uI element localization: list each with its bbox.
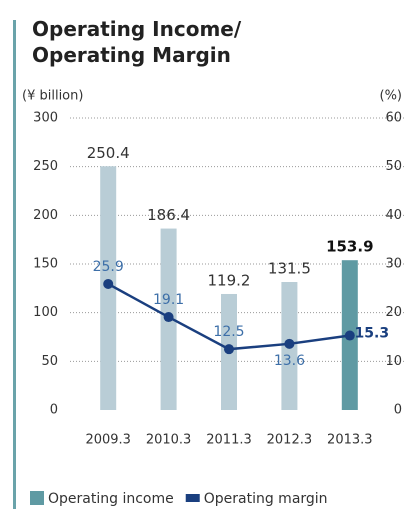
legend-swatch — [185, 494, 200, 502]
x-tick-label: 2010.3 — [146, 433, 192, 448]
legend-swatch — [30, 491, 44, 505]
line-marker — [284, 338, 295, 349]
x-tick-label: 2011.3 — [206, 433, 252, 448]
y2-tick-label: 0 — [394, 403, 402, 418]
y-tick-label: 200 — [33, 208, 58, 223]
y2-tick-label: 30 — [385, 257, 402, 272]
line-marker — [163, 312, 174, 323]
line-marker — [344, 330, 355, 341]
y2-axis-label: (%) — [380, 89, 403, 104]
y-tick-label: 250 — [33, 159, 58, 174]
chart-title: Operating Income/ Operating Margin — [32, 17, 242, 67]
y2-tick-label: 60 — [385, 111, 402, 126]
bar-value-label: 131.5 — [268, 260, 311, 278]
x-tick-label: 2013.3 — [327, 433, 373, 448]
y2-tick-label: 50 — [385, 159, 402, 174]
line-value-label: 13.6 — [274, 353, 305, 369]
y-tick-label: 0 — [50, 403, 58, 418]
line-marker — [224, 344, 234, 355]
line-value-label: 19.1 — [153, 292, 184, 308]
line-value-label: 25.9 — [93, 259, 124, 275]
legend-label: Operating margin — [204, 491, 328, 507]
line-value-label: 12.5 — [213, 324, 244, 340]
y-tick-label: 300 — [33, 111, 58, 126]
bar-value-label: 153.9 — [326, 238, 373, 256]
y-axis-label: (¥ billion) — [22, 89, 83, 104]
x-tick-label: 2012.3 — [267, 433, 313, 448]
y2-tick-label: 20 — [385, 305, 402, 320]
y-tick-label: 150 — [33, 257, 58, 272]
bar-value-label: 119.2 — [208, 271, 251, 289]
x-tick-label: 2009.3 — [85, 433, 131, 448]
y2-tick-label: 40 — [385, 208, 402, 223]
y-tick-label: 100 — [33, 305, 58, 320]
line-value-label: 15.3 — [355, 326, 390, 342]
line-marker — [103, 278, 114, 289]
accent-bar — [13, 20, 16, 509]
bar-value-label: 250.4 — [87, 144, 130, 162]
bar-value-label: 186.4 — [147, 206, 190, 224]
y-tick-label: 50 — [41, 354, 58, 369]
y2-tick-label: 10 — [385, 354, 402, 369]
legend-label: Operating income — [48, 491, 174, 507]
